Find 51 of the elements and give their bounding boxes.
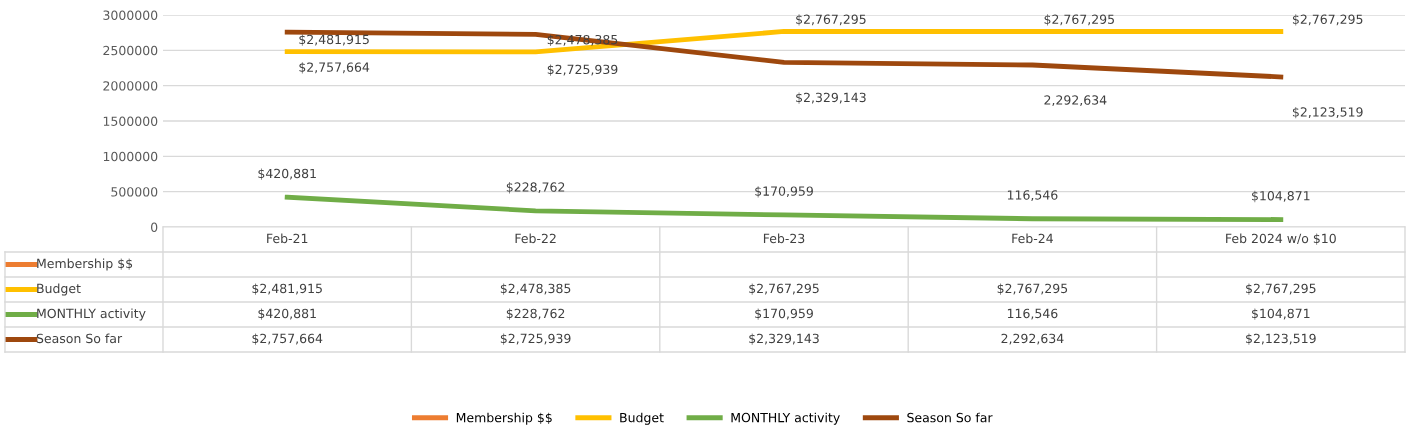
text: $2,767,295: [1044, 14, 1114, 26]
data-label: $2,767,295: [1246, 283, 1316, 295]
x-tick-label: Feb-22: [515, 233, 556, 244]
data-label: $2,123,519: [1246, 333, 1316, 345]
text: $170,959: [755, 186, 813, 198]
y-tick-label: 500000: [111, 187, 158, 197]
data-label: $170,959: [755, 308, 813, 320]
y-tick-label: 1000000: [103, 151, 158, 162]
x-tick-label: Feb-23: [763, 233, 805, 244]
legend-label: Membership $$: [37, 258, 133, 271]
x-tick-label: Feb-21: [267, 233, 308, 244]
text: $2,478,385: [547, 34, 618, 47]
data-label: $2,767,295: [997, 283, 1068, 295]
text: $2,767,295: [1292, 14, 1363, 26]
text: $2,757,664: [299, 62, 370, 74]
text: 2,292,634: [1044, 95, 1107, 106]
data-label: $2,725,939: [500, 333, 571, 345]
text: $2,481,915: [299, 34, 369, 46]
y-tick-label: 1500000: [103, 116, 158, 126]
data-label: $2,757,664: [252, 333, 323, 345]
text: 116,546: [1007, 190, 1058, 201]
y-tick-label: 2500000: [103, 45, 158, 56]
x-tick-label: Feb-24: [1012, 233, 1053, 244]
line-series: [284, 29, 1284, 80]
text: Budget: [620, 412, 664, 425]
x-tick-label: Feb 2024 w/o $10: [1226, 233, 1336, 245]
data-label: 2,292,634: [1001, 333, 1064, 345]
text: $420,881: [258, 168, 316, 180]
data-label: $2,767,295: [749, 283, 819, 295]
text: $104,871: [1252, 190, 1310, 203]
text: MONTHLY activity: [731, 412, 840, 425]
data-label: $2,478,385: [500, 283, 571, 295]
text: $2,329,143: [796, 92, 866, 104]
text: $2,123,519: [1292, 107, 1363, 119]
text: Membership $$: [456, 412, 552, 425]
text: $2,725,939: [547, 64, 618, 76]
data-label: $104,871: [1252, 308, 1310, 320]
y-tick-label: 3000000: [103, 10, 158, 20]
data-label: $2,481,915: [252, 283, 322, 295]
y-tick-label: 2000000: [103, 81, 158, 91]
data-label: $2,329,143: [749, 333, 819, 345]
legend-label: Budget: [37, 283, 81, 296]
data-label: $228,762: [506, 308, 565, 320]
data-label: $420,881: [258, 308, 316, 320]
data-label: 116,546: [1007, 308, 1058, 320]
text: Season So far: [907, 412, 993, 423]
text: $228,762: [506, 182, 565, 194]
legend-label: Season So far: [36, 333, 123, 344]
y-tick-label: 0: [151, 222, 158, 232]
text: $2,767,295: [796, 14, 866, 26]
legend-label: MONTHLY activity: [37, 308, 146, 321]
